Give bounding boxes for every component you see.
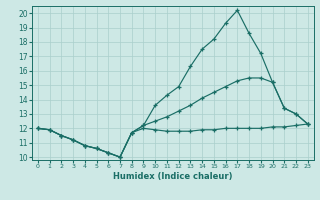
X-axis label: Humidex (Indice chaleur): Humidex (Indice chaleur) [113,172,233,181]
